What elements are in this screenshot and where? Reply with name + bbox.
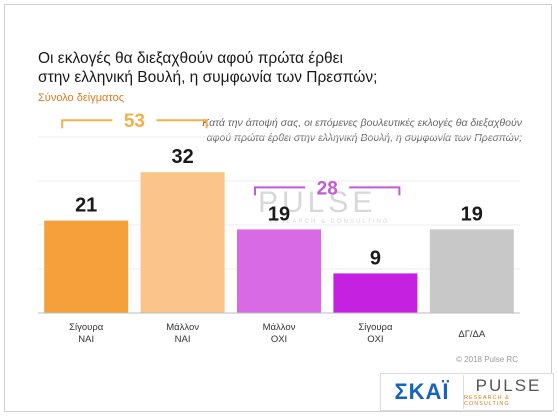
- question-line-2: αφού πρώτα έρθει στην ελληνική Βουλή, η …: [206, 132, 522, 144]
- data-label-2: 32: [171, 146, 193, 168]
- category-label-5: ΔΓ/ΔΑ: [458, 329, 486, 340]
- data-label-3: 19: [268, 203, 290, 225]
- category-label-3: ΟΧΙ: [271, 334, 287, 345]
- pulse-logo-subtext: RESEARCH & CONSULTING: [464, 395, 510, 407]
- pulse-watermark: PULSE: [258, 186, 377, 219]
- footer-logos: ΣΚΑΪ PULSE RESEARCH & CONSULTING: [380, 373, 554, 411]
- skai-logo: ΣΚΑΪ: [381, 375, 464, 409]
- group-total-1: 53: [124, 111, 145, 132]
- data-label-4: 9: [370, 247, 381, 269]
- chart-subtitle: Σύνολο δείγματος: [38, 92, 125, 104]
- group-bracket-2: [254, 186, 401, 196]
- bar-3: [237, 229, 321, 313]
- pulse-logo: PULSE RESEARCH & CONSULTING: [464, 376, 553, 408]
- category-label-4: Σίγουρα: [358, 322, 393, 333]
- bar-4: [333, 273, 418, 313]
- category-label-1: Σίγουρα: [69, 322, 104, 333]
- category-label-2: ΝΑΙ: [175, 334, 191, 345]
- data-label-5: 19: [461, 203, 483, 225]
- group-total-2: 28: [317, 178, 338, 199]
- category-label-1: ΝΑΙ: [78, 334, 94, 345]
- group-bracket-1: [61, 119, 208, 129]
- title-line-1: Οι εκλογές θα διεξαχθούν αφού πρώτα έρθε…: [38, 50, 343, 67]
- category-label-3: Μάλλον: [263, 322, 296, 333]
- pulse-watermark-sub: RESEARCH & CONSULTING: [268, 219, 390, 225]
- bar-2: [140, 172, 225, 313]
- copyright-note: © 2018 Pulse RC: [456, 355, 518, 364]
- survey-question: Κατά την άποψή σας, οι επόμενες βουλευτι…: [102, 116, 522, 146]
- bar-5: [429, 229, 514, 313]
- slide-frame: [4, 4, 552, 412]
- data-label-1: 21: [75, 195, 97, 217]
- bar-1: [44, 220, 129, 313]
- category-label-2: Μάλλον: [166, 322, 199, 333]
- category-label-4: ΟΧΙ: [367, 334, 383, 345]
- chart-title: Οι εκλογές θα διεξαχθούν αφού πρώτα έρθε…: [38, 49, 518, 87]
- title-line-2: στην ελληνική Βουλή, η συμφωνία των Πρεσ…: [38, 69, 378, 86]
- pulse-logo-text: PULSE: [475, 376, 542, 395]
- question-line-1: Κατά την άποψή σας, οι επόμενες βουλευτι…: [202, 117, 522, 129]
